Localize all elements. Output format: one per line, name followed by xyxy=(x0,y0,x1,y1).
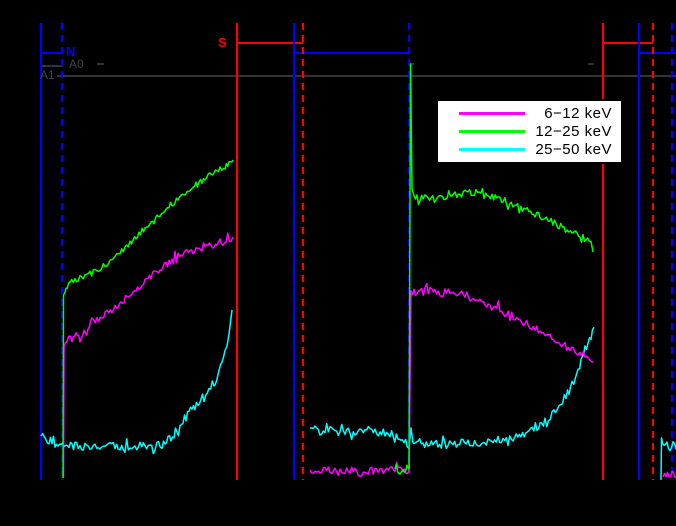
lightcurve-25-50-keV-seg1 xyxy=(40,309,233,455)
attenuator-a1-label: A1 xyxy=(40,68,55,82)
lightcurve-12-25-keV-seg2 xyxy=(394,63,594,475)
legend-line-25-50-swatch xyxy=(459,147,525,151)
lightcurve-6-12-keV-seg1 xyxy=(62,232,234,479)
legend: 6−12 keV 12−25 keV 25−50 keV xyxy=(436,99,623,164)
saa-flag-label: S xyxy=(218,35,227,50)
legend-label-12-25: 12−25 keV xyxy=(535,123,612,140)
legend-entry: 6−12 keV xyxy=(459,105,612,123)
legend-line-12-25-swatch xyxy=(459,130,525,133)
lightcurve-25-50-keV-seg3 xyxy=(660,437,676,481)
lightcurve-25-50-keV-seg2 xyxy=(310,326,595,450)
legend-entry: 25−50 keV xyxy=(459,140,612,158)
legend-label-6-12: 6−12 keV xyxy=(544,105,612,123)
night-flag-label: N xyxy=(66,44,76,59)
lightcurve-6-12-keV-seg3 xyxy=(662,470,676,479)
attenuator-a0-label: A0 xyxy=(69,57,84,71)
legend-label-25-50: 25−50 keV xyxy=(535,140,612,158)
lightcurve-12-25-keV-seg1 xyxy=(62,159,234,479)
legend-line-6-12-swatch xyxy=(459,112,525,116)
legend-entry: 12−25 keV xyxy=(459,123,612,141)
lightcurve-6-12-keV-seg2 xyxy=(309,283,594,477)
